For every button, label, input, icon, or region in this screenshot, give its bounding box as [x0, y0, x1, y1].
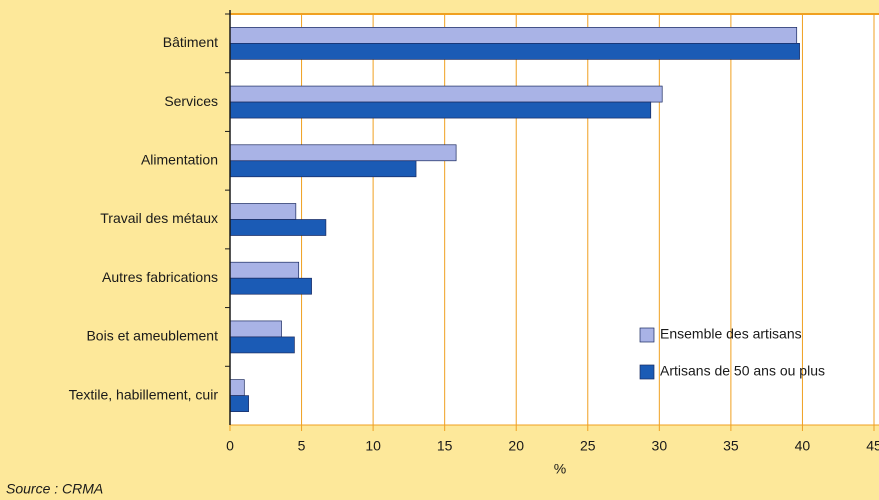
bar [229, 160, 417, 178]
legend-swatch [639, 327, 655, 343]
x-tick-label: 0 [226, 438, 234, 454]
y-tick-label: Travail des métaux [100, 210, 218, 226]
source: Source : CRMA [6, 481, 103, 497]
x-tick-label: 25 [580, 438, 596, 454]
bar [229, 27, 798, 44]
y-tick-label: Bâtiment [163, 34, 218, 50]
bar [229, 144, 457, 162]
plot-area [230, 14, 879, 425]
x-tick-label: 5 [298, 438, 306, 454]
y-tick-label: Textile, habillement, cuir [69, 386, 219, 402]
bar [229, 85, 663, 103]
bar [229, 43, 800, 60]
legend-label: Ensemble des artisans [660, 326, 802, 342]
y-tick-label: Bois et ameublement [86, 328, 218, 344]
bar [229, 379, 245, 396]
x-tick-label: 15 [437, 438, 453, 454]
bar [229, 261, 300, 279]
bar [229, 219, 327, 236]
x-tick-label: 20 [508, 438, 524, 454]
bar [229, 320, 282, 338]
bar [229, 101, 652, 119]
x-tick-label: 35 [723, 438, 739, 454]
legend-swatch [639, 364, 655, 380]
y-tick-label: Alimentation [141, 151, 218, 167]
x-tick-label: 40 [795, 438, 811, 454]
bar [229, 395, 249, 412]
x-tick-label: 10 [365, 438, 381, 454]
x-tick-label: 30 [652, 438, 668, 454]
y-tick-label: Services [164, 93, 218, 109]
legend-label: Artisans de 50 ans ou plus [660, 363, 825, 379]
x-axis-label: % [554, 461, 566, 477]
bar [229, 203, 297, 220]
y-tick-label: Autres fabrications [102, 269, 218, 285]
bar [229, 277, 312, 295]
x-tick-label: 45 [866, 438, 879, 454]
bar [229, 336, 295, 354]
